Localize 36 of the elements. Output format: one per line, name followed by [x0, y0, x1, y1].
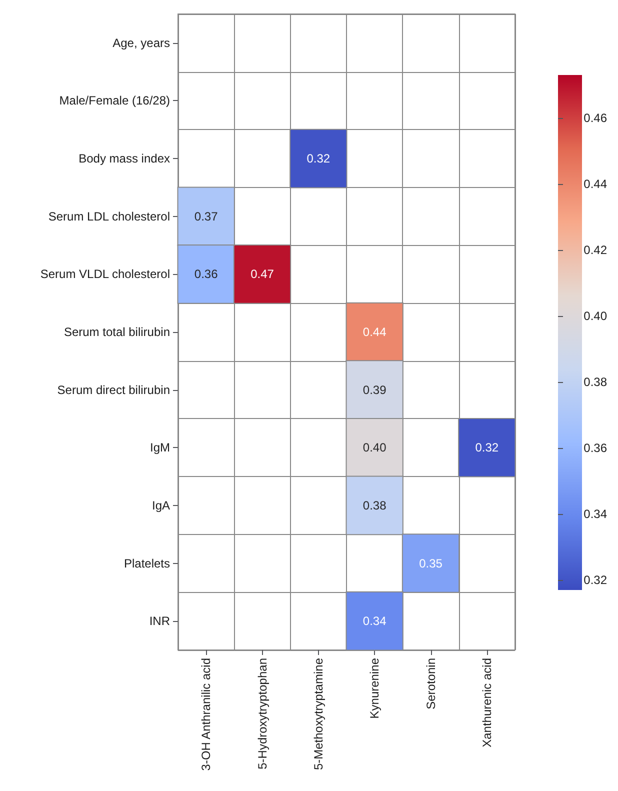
data-label: 0.38: [362, 498, 387, 512]
color-bar-label: 0.46: [584, 110, 608, 125]
y-tick-label: INR: [149, 614, 170, 628]
y-tick-label: Age, years: [112, 36, 170, 50]
data-label: 0.32: [475, 440, 499, 455]
y-tick-label: Body mass index: [78, 152, 170, 166]
y-tick-label: Platelets: [124, 556, 170, 570]
data-label: 0.40: [362, 440, 387, 455]
color-bar-label: 0.42: [584, 242, 608, 257]
color-bar-label: 0.38: [584, 375, 608, 390]
x-tick-label: 5-Hydroxytryptophan: [255, 658, 270, 770]
y-tick-label: Serum direct bilirubin: [57, 382, 170, 397]
y-tick-label: Male/Female (16/28): [59, 94, 170, 108]
x-tick-label: 5-Methoxytryptamine: [311, 658, 326, 770]
x-tick-label: Serotonin: [424, 658, 438, 710]
data-label: 0.36: [194, 267, 218, 282]
data-label: 0.37: [194, 209, 218, 224]
data-label: 0.32: [306, 152, 330, 166]
color-bar-label: 0.36: [584, 441, 608, 456]
y-tick-label: IgM: [150, 440, 170, 455]
y-tick-label: IgA: [152, 498, 170, 512]
data-label: 0.35: [419, 556, 443, 570]
x-tick-label: 3-OH Anthranilic acid: [199, 658, 214, 771]
data-label: 0.47: [250, 267, 274, 282]
y-tick-label: Serum total bilirubin: [64, 325, 170, 339]
x-tick-label: Xanthurenic acid: [480, 658, 494, 748]
data-label: 0.44: [362, 325, 387, 339]
color-bar-label: 0.44: [584, 176, 608, 191]
color-bar-label: 0.34: [584, 507, 608, 522]
y-tick-label: Serum LDL cholesterol: [48, 209, 170, 224]
color-bar-label: 0.32: [584, 573, 608, 588]
x-tick-label: Kynurenine: [368, 658, 382, 719]
data-label: 0.34: [362, 614, 387, 628]
y-tick-label: Serum VLDL cholesterol: [40, 267, 170, 282]
data-label: 0.39: [362, 382, 387, 397]
color-bar-label: 0.40: [584, 308, 608, 323]
